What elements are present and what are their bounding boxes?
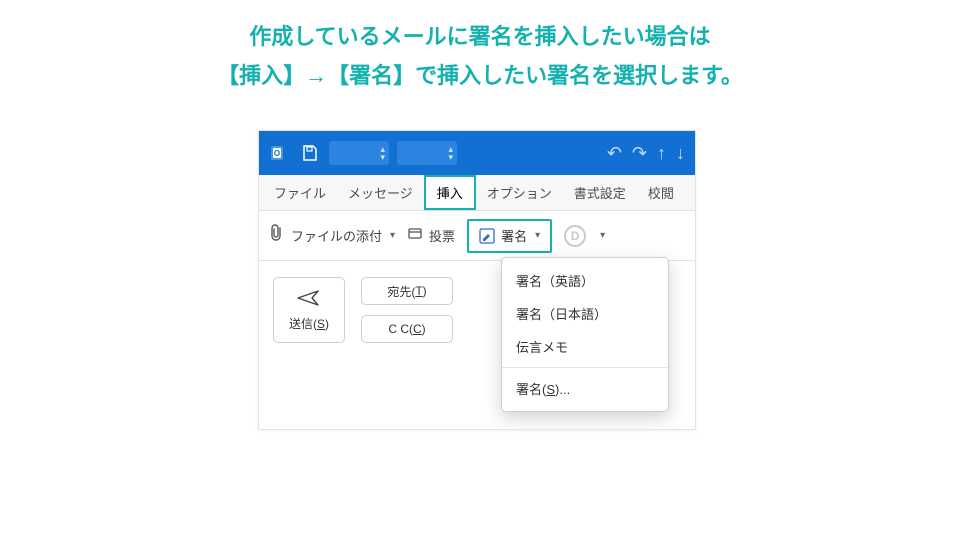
chevron-down-icon: ▾ [600,230,605,241]
titlebar-right-icons: ↶ ↷ ↑ ↓ [607,143,685,164]
send-key: S [317,317,325,331]
signature-dropdown: 署名（英語） 署名（日本語） 伝言メモ 署名(S)... [501,257,669,412]
attach-file-label: ファイルの添付 [291,226,382,245]
to-button[interactable]: 宛先(T) [361,277,453,305]
vote-label: 投票 [429,226,455,245]
cc-key: C [413,322,422,336]
arrow-up-icon[interactable]: ↑ [657,143,666,164]
qat-combo-1[interactable]: ▴▾ [329,141,389,165]
caption-line-1: 作成しているメールに署名を挿入したい場合は [0,18,960,57]
cc-suffix: ) [422,322,426,336]
send-suffix: ) [325,317,329,331]
send-label: 送信(S) [289,315,329,332]
send-button[interactable]: 送信(S) [273,277,345,343]
cc-prefix: C C( [388,322,413,336]
svg-text:O: O [274,149,280,158]
outlook-icon: O [269,142,291,164]
dd-prefix: 署名( [516,382,546,397]
send-prefix: 送信( [289,317,317,331]
recipient-fields: 宛先(T) C C(C) [361,277,453,343]
dropdown-item-signature-ja[interactable]: 署名（日本語） [502,297,668,330]
undo-icon[interactable]: ↶ [607,143,622,164]
dd-key: S [546,382,555,397]
save-icon[interactable] [299,142,321,164]
dropdown-item-memo[interactable]: 伝言メモ [502,330,668,363]
dd-suffix: )... [555,382,570,397]
tab-options[interactable]: オプション [476,175,563,210]
chevron-updown-icon: ▴▾ [448,145,453,161]
qat-combo-2[interactable]: ▴▾ [397,141,457,165]
signature-button[interactable]: 署名 ▾ [467,219,552,253]
arrow-down-icon[interactable]: ↓ [676,143,685,164]
to-prefix: 宛先( [387,283,415,300]
signature-label: 署名 [501,226,527,245]
chevron-updown-icon: ▴▾ [380,145,385,161]
dictate-icon[interactable]: D [564,225,586,247]
vote-button[interactable]: 投票 [407,226,455,245]
attach-file-button[interactable]: ファイルの添付 ▾ [269,224,395,247]
quick-access-toolbar: O ▴▾ ▴▾ ↶ ↷ ↑ ↓ [259,131,695,175]
chevron-down-icon: ▾ [390,230,395,241]
caption-line-2: 【挿入】→【署名】で挿入したい署名を選択します。 [0,57,960,96]
dropdown-item-signature-en[interactable]: 署名（英語） [502,264,668,297]
tab-format[interactable]: 書式設定 [563,175,637,210]
ribbon-toolbar: ファイルの添付 ▾ 投票 署名 ▾ D ▾ 署名（英語） [259,211,695,261]
tab-file[interactable]: ファイル [263,175,337,210]
to-key: T [415,284,422,298]
to-suffix: ) [423,284,427,298]
send-icon [296,288,322,311]
tab-insert[interactable]: 挿入 [424,175,476,210]
vote-icon [407,226,423,245]
redo-icon[interactable]: ↷ [632,143,647,164]
instruction-caption: 作成しているメールに署名を挿入したい場合は 【挿入】→【署名】で挿入したい署名を… [0,18,960,95]
dropdown-item-signatures-dialog[interactable]: 署名(S)... [502,372,668,405]
ribbon-tabs: ファイル メッセージ 挿入 オプション 書式設定 校閲 [259,175,695,211]
outlook-compose-window: O ▴▾ ▴▾ ↶ ↷ ↑ ↓ ファイル メッセージ 挿入 オプシ [258,130,696,430]
tab-message[interactable]: メッセージ [337,175,424,210]
signature-icon [479,228,495,244]
paperclip-icon [269,224,285,247]
dropdown-separator [502,367,668,368]
tab-review[interactable]: 校閲 [637,175,685,210]
chevron-down-icon: ▾ [535,230,540,241]
cc-button[interactable]: C C(C) [361,315,453,343]
